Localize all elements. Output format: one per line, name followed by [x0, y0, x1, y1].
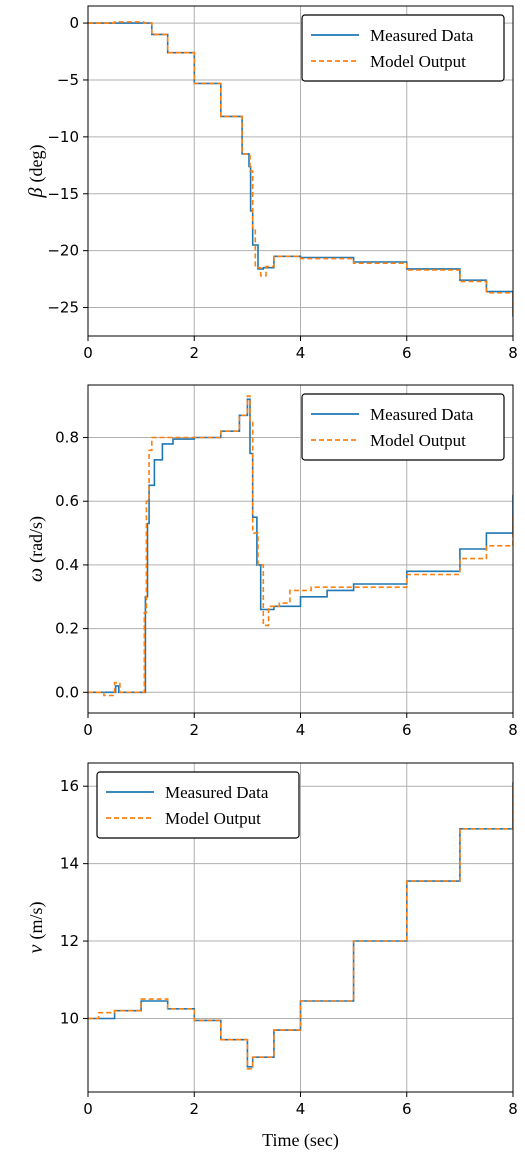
y-tick-label: 0.8: [55, 429, 79, 447]
legend-entry-label: Model Output: [370, 52, 466, 71]
legend-entry-label: Measured Data: [370, 26, 474, 45]
y-axis-symbol: ω: [25, 563, 47, 582]
y-axis-label: β (deg): [25, 145, 47, 199]
legend-entry-label: Measured Data: [370, 405, 474, 424]
y-axis-unit: (deg): [26, 145, 47, 183]
x-tick-label: 8: [508, 344, 518, 362]
y-axis-symbol: v: [25, 940, 47, 954]
x-tick-label: 8: [508, 721, 518, 739]
y-tick-label: −10: [47, 128, 79, 146]
y-tick-label: 14: [60, 855, 79, 873]
y-tick-label: 0.2: [55, 620, 79, 638]
legend: Measured Data Model Output: [96, 771, 300, 839]
x-tick-label: 6: [402, 1100, 412, 1118]
y-tick-label: 0.4: [55, 556, 79, 574]
x-tick-label: 4: [296, 344, 306, 362]
series-measured-line: [88, 22, 513, 317]
series-model-line: [88, 782, 513, 1070]
x-axis-label: Time (sec): [262, 1130, 339, 1151]
legend-entry-label: Model Output: [165, 809, 261, 828]
series-model-line: [88, 21, 513, 317]
x-tick-label: 6: [402, 344, 412, 362]
y-tick-label: 0.0: [55, 683, 79, 701]
legend: Measured Data Model Output: [301, 393, 505, 461]
y-axis-label: v (m/s): [25, 902, 47, 954]
y-tick-label: 0.6: [55, 492, 79, 510]
y-tick-label: 12: [60, 932, 79, 950]
y-tick-label: 0: [69, 14, 79, 32]
x-tick-label: 6: [402, 721, 412, 739]
legend: Measured Data Model Output: [301, 14, 505, 82]
x-tick-label: 2: [189, 344, 199, 362]
series-model-line: [88, 395, 513, 697]
y-axis-unit: (m/s): [26, 902, 47, 940]
chart-panel-2: 0 2 4 6 8 0.0 0.2 0.4 0.6 0.8 ω (rad/s) Measured Da…: [25, 384, 518, 739]
y-tick-label: −15: [47, 185, 79, 203]
x-tick-label: 8: [508, 1100, 518, 1118]
legend-box: [301, 393, 505, 461]
series-measured-line: [88, 782, 513, 1068]
y-tick-label: −20: [47, 242, 79, 260]
y-tick-label: −5: [57, 71, 79, 89]
y-axis-label: ω (rad/s): [25, 516, 47, 582]
legend-box: [96, 771, 300, 839]
legend-box: [301, 14, 505, 82]
y-axis-unit: (rad/s): [26, 516, 47, 563]
y-axis-symbol: β: [25, 183, 47, 199]
x-tick-label: 0: [83, 344, 93, 362]
x-tick-label: 4: [296, 1100, 306, 1118]
chart-panel-3: 0 2 4 6 8 10 12 14 16 v (m/s) Time (sec) Measured D…: [25, 762, 518, 1151]
x-tick-label: 2: [189, 1100, 199, 1118]
x-tick-label: 0: [83, 721, 93, 739]
x-tick-label: 4: [296, 721, 306, 739]
legend-entry-label: Measured Data: [165, 783, 269, 802]
legend-entry-label: Model Output: [370, 431, 466, 450]
y-tick-label: 16: [60, 777, 79, 795]
chart-panel-1: 0 2 4 6 8 0 −5 −10 −15 −20 −25 β (deg) Measured Data…: [25, 5, 518, 362]
x-tick-label: 2: [189, 721, 199, 739]
y-tick-label: 10: [60, 1009, 79, 1027]
x-tick-label: 0: [83, 1100, 93, 1118]
y-tick-label: −25: [47, 299, 79, 317]
